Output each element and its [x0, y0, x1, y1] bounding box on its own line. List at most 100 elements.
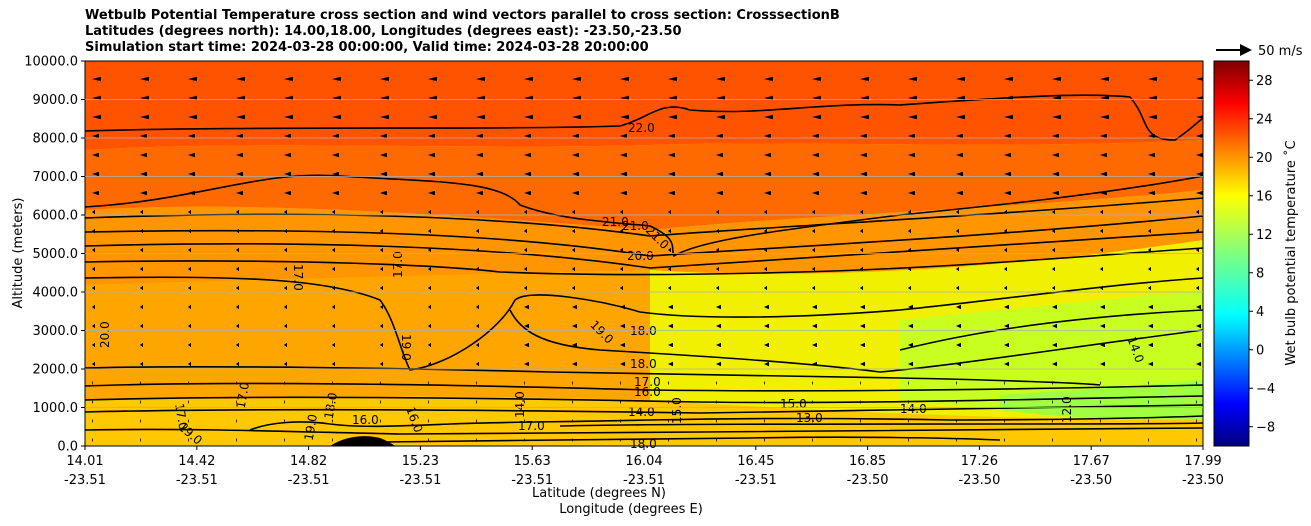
- wind-vector-arrow: [236, 247, 239, 253]
- wind-vector-arrow: [572, 266, 575, 272]
- wind-vector-arrow: [188, 323, 191, 329]
- wind-vector-arrow: [1052, 418, 1053, 424]
- wind-vector-arrow: [956, 304, 961, 310]
- y-tick-label: 2000.0: [33, 363, 79, 378]
- wind-vector-arrow: [476, 171, 483, 177]
- wind-vector-arrow: [1004, 228, 1007, 234]
- wind-vector-arrow: [572, 133, 579, 139]
- wind-vector-arrow: [332, 152, 339, 158]
- wind-vector-arrow: [188, 418, 189, 424]
- wind-vector-arrow: [668, 266, 671, 272]
- wind-vector-arrow: [620, 418, 621, 424]
- wind-vector-arrow: [428, 323, 431, 329]
- wind-vector-arrow: [1100, 437, 1101, 443]
- wind-vector-arrow: [668, 76, 677, 82]
- wind-vector-arrow: [284, 76, 293, 82]
- contour-label: 12.0: [1060, 396, 1074, 423]
- wind-vector-arrow: [1100, 247, 1103, 253]
- wind-vector-arrow: [428, 380, 429, 386]
- x-tick-label-lon: -23.50: [958, 473, 1000, 488]
- wind-vector-arrow: [1196, 77, 1203, 81]
- wind-vector-arrow: [860, 323, 865, 329]
- wind-vector-arrow: [1004, 247, 1007, 253]
- wind-vector-arrow: [380, 190, 387, 196]
- wind-vector-arrow: [188, 247, 191, 253]
- wind-vector-arrow: [764, 228, 767, 234]
- wind-vector-arrow: [668, 171, 675, 177]
- wind-vector-arrow: [332, 209, 335, 215]
- contour-15: [85, 395, 1203, 404]
- wind-vector-arrow: [524, 228, 527, 234]
- wind-vector-arrow: [92, 152, 99, 158]
- wind-vector-arrow: [668, 247, 671, 253]
- contour-label: 16.0: [352, 413, 379, 427]
- y-tick-label: 7000.0: [33, 170, 79, 185]
- wind-vector-arrow: [956, 285, 959, 291]
- wind-vector-arrow: [908, 285, 911, 291]
- wind-vector-arrow: [620, 152, 627, 158]
- wind-vector-arrow: [236, 228, 239, 234]
- wind-vector-arrow: [1004, 418, 1005, 424]
- y-tick-label: 8000.0: [33, 132, 79, 147]
- wind-vector-arrow: [716, 361, 721, 367]
- colorbar-tick-label: −8: [1256, 420, 1275, 435]
- wind-vector-arrow: [1004, 304, 1009, 310]
- wind-vector-arrow: [524, 171, 531, 177]
- wind-vector-arrow: [524, 266, 527, 272]
- wind-vector-arrow: [716, 342, 721, 348]
- wind-vector-arrow: [236, 437, 237, 443]
- wind-vector-arrow: [716, 380, 717, 386]
- contour-label: 14.0: [513, 391, 527, 418]
- wind-vector-arrow: [668, 285, 671, 291]
- wind-vector-arrow: [1100, 266, 1103, 272]
- wind-vector-arrow: [476, 133, 483, 139]
- wind-vector-arrow: [1148, 152, 1155, 158]
- wind-vector-arrow: [92, 247, 95, 253]
- wind-vector-arrow: [572, 152, 579, 158]
- wind-vector-arrow: [620, 285, 623, 291]
- wind-vector-arrow: [1148, 418, 1149, 424]
- colorbar-tick-label: 24: [1256, 112, 1273, 127]
- wind-vector-arrow: [1052, 247, 1055, 253]
- wind-vector-arrow: [668, 133, 675, 139]
- wind-vector-arrow: [140, 171, 147, 177]
- wind-vector-arrow: [92, 133, 99, 139]
- wind-vector-arrow: [236, 380, 237, 386]
- contour-label: 15.0: [670, 397, 684, 424]
- wind-vector-arrow: [764, 266, 767, 272]
- wind-vector-arrow: [620, 266, 623, 272]
- wind-vector-arrow: [716, 437, 717, 443]
- contour-label: 20.0: [98, 321, 112, 348]
- wind-vector-arrow: [1100, 228, 1103, 234]
- wind-vector-arrow: [1100, 76, 1109, 82]
- wind-vector-arrow: [860, 133, 867, 139]
- quiver-key: 50 m/s: [1216, 44, 1303, 59]
- wind-vector-arrow: [380, 152, 387, 158]
- wind-vector-arrow: [1148, 380, 1149, 386]
- x-tick-label-lon: -23.51: [735, 473, 777, 488]
- wind-vector-arrow: [1100, 418, 1101, 424]
- wind-vector-arrow: [1052, 342, 1057, 348]
- wind-vector-arrow: [140, 418, 141, 424]
- wind-vector-arrow: [428, 228, 431, 234]
- wind-vector-arrow: [1148, 171, 1155, 177]
- wind-vector-arrow: [860, 437, 861, 443]
- wind-vector-arrow: [1100, 114, 1109, 120]
- wind-vector-arrow: [572, 342, 577, 348]
- colorbar-ticks: −8 −4 0 4 8 12 16 20 24 28: [1249, 74, 1275, 435]
- wind-vector-arrow: [668, 190, 675, 196]
- wind-vector-arrow: [236, 114, 245, 120]
- wind-vector-arrow: [1196, 266, 1199, 272]
- wind-vector-arrow: [1100, 323, 1105, 329]
- wind-vector-arrow: [1052, 399, 1053, 405]
- wind-vector-arrow: [908, 114, 917, 120]
- wind-vector-arrow: [764, 342, 769, 348]
- wind-vector-arrow: [380, 76, 389, 82]
- wind-vector-arrow: [860, 342, 865, 348]
- wind-vector-arrow: [668, 152, 675, 158]
- wind-vector-arrow: [380, 304, 383, 310]
- contour-18b: [899, 309, 1203, 351]
- wind-vector-arrow: [860, 418, 861, 424]
- wind-vector-arrow: [956, 418, 957, 424]
- wind-vector-arrow: [956, 76, 965, 82]
